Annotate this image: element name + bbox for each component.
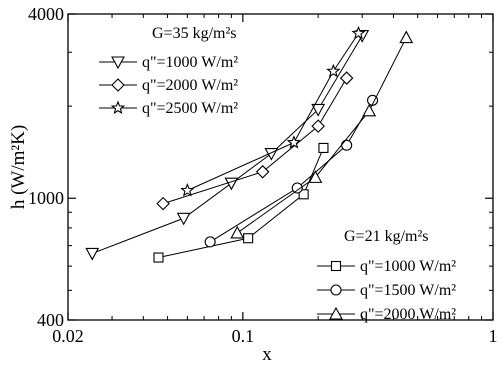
x-tick-label: 0.02 (52, 326, 84, 346)
legend-group-1: G=21 kg/m²s q"=1000 W/m² q"=1500 W/m² q"=20… (317, 228, 456, 323)
series-4 (204, 94, 379, 248)
data-point-diamond (339, 71, 354, 85)
data-point-square (298, 189, 309, 200)
data-point-star (286, 135, 302, 149)
axis-ticks: 0.02 0.1 1 400 1000 4000 (28, 4, 498, 346)
y-tick-label: 1000 (28, 188, 64, 208)
series-3 (153, 142, 329, 263)
legend-marker-star (110, 100, 126, 115)
data-point-triangle-up (230, 225, 245, 239)
data-point-star (326, 63, 341, 78)
legend-entry: q"=1000 W/m² (99, 54, 238, 71)
legend-entry: q"=1000 W/m² (317, 258, 456, 275)
y-tick-label: 400 (37, 310, 64, 330)
legend-label: q"=1000 W/m² (142, 54, 238, 71)
series-2 (180, 25, 366, 197)
series-1 (156, 71, 354, 211)
series-layer (85, 25, 414, 263)
y-tick-label: 4000 (28, 4, 64, 24)
series-line (209, 100, 373, 243)
data-point-triangle-up (308, 170, 323, 183)
data-point-star (180, 182, 195, 197)
data-point-square (153, 252, 164, 263)
legend-label: q"=2000 W/m² (142, 77, 238, 94)
series-line (92, 35, 363, 254)
x-axis-title: x (262, 344, 272, 365)
data-point-circle (291, 182, 303, 194)
data-point-triangle-down (176, 212, 191, 226)
data-point-triangle-down (311, 103, 326, 117)
data-point-circle (204, 236, 216, 248)
data-point-diamond (156, 196, 170, 211)
legend-entry: q"=2000 W/m² (99, 77, 238, 94)
data-point-star (351, 25, 366, 40)
series-0 (85, 30, 370, 261)
legend-label: q"=2500 W/m² (142, 100, 238, 117)
data-point-diamond (311, 119, 325, 133)
legend-marker-circle (330, 284, 342, 296)
data-point-triangle-down (85, 247, 100, 261)
legend-marker-square (330, 260, 342, 272)
legend-entry: q"=1500 W/m² (317, 282, 456, 299)
x-tick-label: 0.1 (232, 326, 255, 346)
legend-marker-triangle-down (111, 56, 125, 70)
legend-entry: q"=2500 W/m² (99, 100, 238, 117)
data-point-triangle-down (264, 147, 279, 161)
legend-group-0: G=35 kg/m²s q"=1000 W/m² q"=2000 W/m² q"=25… (99, 25, 238, 117)
legend-group-title: G=35 kg/m²s (152, 25, 237, 42)
data-point-diamond (255, 165, 270, 179)
y-axis-title: h (W/m²K) (8, 125, 29, 209)
x-tick-label: 1 (489, 326, 498, 346)
series-line (236, 37, 407, 234)
legend-group-title: G=21 kg/m²s (344, 228, 429, 245)
data-point-triangle-up (362, 103, 377, 117)
data-point-triangle-up (399, 30, 414, 44)
legend-label: q"=2000 W/m² (360, 306, 456, 323)
plot-frame (67, 13, 494, 321)
legend-marker-triangle-up (329, 306, 343, 320)
legend-entry: q"=2000 W/m² (317, 306, 456, 323)
series-line (162, 77, 348, 205)
series-line (187, 32, 359, 191)
legend-label: q"=1000 W/m² (360, 258, 456, 275)
legend-label: q"=1500 W/m² (360, 282, 456, 299)
legend-layer: G=35 kg/m²s q"=1000 W/m² q"=2000 W/m² q"=25… (99, 25, 456, 323)
series-5 (230, 30, 414, 239)
legend-marker-diamond (111, 78, 125, 92)
data-point-square (318, 142, 329, 153)
data-point-circle (341, 139, 353, 151)
data-point-square (243, 233, 254, 244)
series-line (158, 147, 324, 259)
